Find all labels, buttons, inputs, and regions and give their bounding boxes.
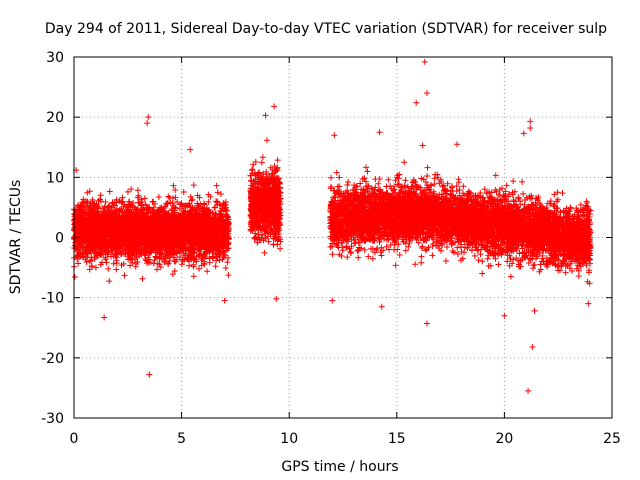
data-point <box>507 273 514 280</box>
data-point <box>222 264 229 271</box>
data-point <box>213 182 220 189</box>
data-point <box>75 260 82 267</box>
data-point <box>86 266 93 273</box>
data-point <box>190 182 197 189</box>
data-point <box>113 266 120 273</box>
data-point <box>263 137 270 144</box>
data-point <box>106 188 113 195</box>
data-point <box>105 265 112 272</box>
data-point <box>270 241 277 248</box>
data-point <box>120 260 127 267</box>
data-point <box>212 263 219 270</box>
data-point <box>155 193 162 200</box>
data-point <box>225 272 232 279</box>
data-point <box>106 278 113 285</box>
data-point <box>97 192 104 199</box>
data-point <box>165 260 172 267</box>
data-point <box>110 260 117 267</box>
data-point <box>277 245 284 252</box>
data-points <box>71 58 594 394</box>
data-point <box>102 199 109 206</box>
data-point <box>141 195 148 202</box>
data-point <box>196 265 203 272</box>
data-point <box>71 273 78 280</box>
data-point <box>178 261 185 268</box>
data-point <box>128 186 135 193</box>
data-point <box>124 188 131 195</box>
data-point <box>265 238 272 245</box>
data-point <box>225 254 232 261</box>
data-point <box>224 259 231 266</box>
data-point <box>258 159 265 166</box>
data-point <box>119 194 126 201</box>
data-point <box>121 272 128 279</box>
data-point <box>170 182 177 189</box>
data-point <box>135 199 142 206</box>
data-point <box>259 154 266 161</box>
data-point <box>261 249 268 256</box>
data-point <box>190 273 197 280</box>
data-point <box>139 275 146 282</box>
data-point <box>134 187 141 194</box>
data-point <box>274 157 281 164</box>
data-point <box>204 268 211 275</box>
data-point <box>174 199 181 206</box>
